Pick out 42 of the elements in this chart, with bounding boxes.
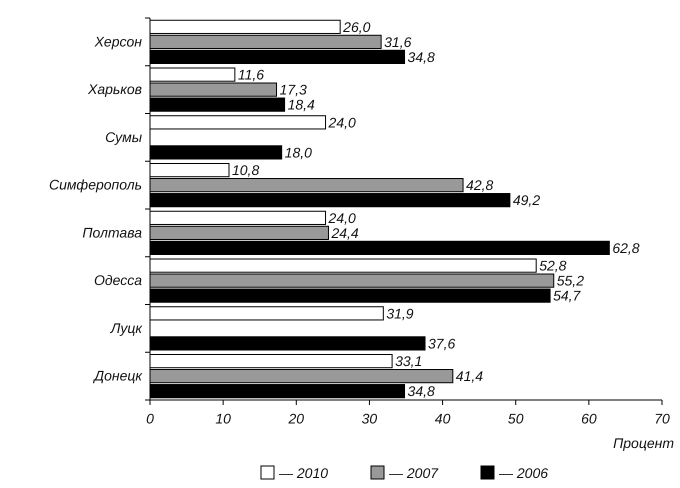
legend-label: — 2006 [498,465,548,481]
data-label: 62,8 [612,240,640,256]
data-label: 26,0 [342,18,371,35]
x-tick-label: 50 [508,410,524,426]
legend-label: — 2010 [278,465,328,481]
data-label: 18,4 [288,96,316,113]
data-label: 11,6 [238,66,264,83]
y-tick-label: Донецк [92,368,144,384]
data-label: 31,9 [386,305,414,322]
data-label: 34,8 [408,48,435,65]
x-tick-label: 20 [287,410,304,426]
data-label: 24,0 [328,114,356,130]
data-label: 33,1 [395,353,422,370]
y-tick-label: Одесса [94,272,142,288]
data-label: 34,8 [408,383,435,400]
x-tick-label: 60 [581,410,597,426]
data-label: 54,7 [553,288,582,304]
y-tick-label: Симферополь [49,176,142,193]
legend-label: — 2007 [388,465,440,481]
data-label: 41,4 [456,368,484,384]
x-tick-label: 10 [215,410,232,426]
data-label: 52,8 [539,258,567,274]
data-label: 49,2 [512,192,540,208]
y-tick-label: Херсон [94,33,142,50]
x-tick-label: 30 [362,410,378,426]
x-tick-label: 40 [434,410,451,426]
x-tick-label: 0 [146,410,154,426]
data-label: 24,4 [330,224,359,241]
data-label: 24,0 [328,210,356,226]
y-tick-label: Сумы [105,128,143,145]
data-label: 10,8 [232,162,260,178]
y-tick-label: Харьков [87,81,142,98]
y-tick-label: Полтава [82,224,142,240]
data-label: 55,2 [556,272,584,289]
y-tick-label: Луцк [110,320,144,336]
data-label: 37,6 [428,335,456,352]
data-label: 42,8 [466,177,494,194]
data-label: 17,3 [280,82,307,98]
data-label: 18,0 [284,144,312,160]
data-label: 31,6 [384,34,412,50]
x-axis-title: Процент [613,435,674,451]
x-tick-label: 70 [654,410,670,426]
